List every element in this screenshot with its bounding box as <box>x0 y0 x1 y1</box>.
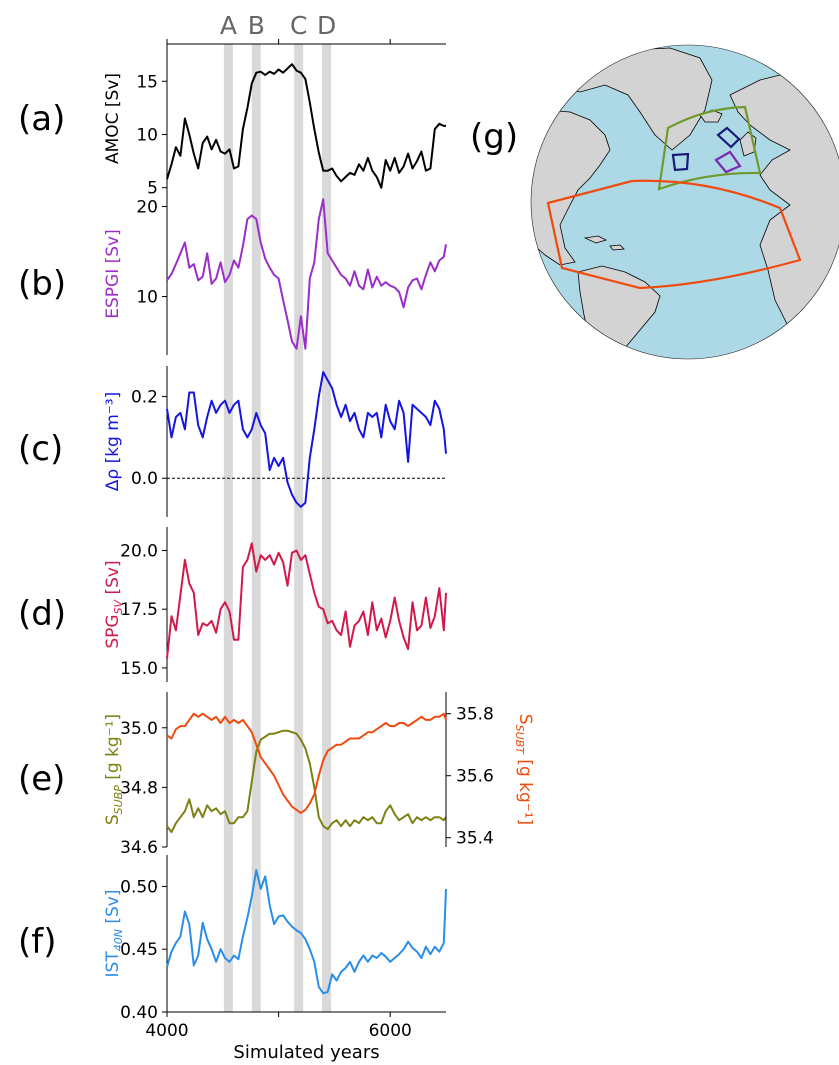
labrador-sea-box <box>671 152 690 172</box>
event-label-c: C <box>290 11 307 40</box>
series-line-e-1 <box>166 712 447 814</box>
panel-label-a: (a) <box>18 99 65 139</box>
panel-e-right-ylabel: SSUBT [g kg⁻¹] <box>513 714 535 825</box>
caribbean-islands <box>583 235 625 251</box>
iceland-basin-box <box>714 150 742 174</box>
globe-map: (g) <box>470 44 839 360</box>
panel-f-ylabel: IST40N [Sv] <box>103 890 125 978</box>
y-tick-label: 0.0 <box>131 469 158 489</box>
north-america-landmass <box>531 109 611 266</box>
y-tick-label: 10 <box>136 288 158 308</box>
y-tick-label: 34.8 <box>120 778 158 798</box>
event-band-d <box>322 44 332 1012</box>
region-boxes <box>546 105 802 290</box>
series-line-c-0 <box>166 371 447 508</box>
y-tick-label: 17.5 <box>120 600 158 620</box>
right-y-tick-label: 35.4 <box>456 829 494 849</box>
y-tick-label: 20 <box>136 198 158 218</box>
x-tick-label: 6000 <box>369 1021 412 1041</box>
right-y-tick-label: 35.8 <box>456 705 494 725</box>
panel-b-ylabel: ESPGI [Sv] <box>103 229 123 319</box>
y-tick-label: 35.0 <box>120 719 158 739</box>
right-y-tick-label: 35.6 <box>456 767 494 787</box>
y-tick-label: 0.2 <box>131 388 158 408</box>
x-tick-label: 4000 <box>145 1021 188 1041</box>
panel-a-ylabel: AMOC [Sv] <box>103 73 123 164</box>
event-label-a: A <box>220 11 237 40</box>
panel-label-f: (f) <box>18 922 57 962</box>
series-line-b-0 <box>166 198 447 350</box>
x-axis-label: Simulated years <box>233 1042 379 1063</box>
panel-label-d: (d) <box>18 594 66 634</box>
y-tick-label: 0.45 <box>120 940 158 960</box>
y-tick-label: 0.40 <box>120 1003 158 1023</box>
panel-label-g: (g) <box>470 117 518 157</box>
y-tick-label: 20.0 <box>120 541 158 561</box>
panel-label-c: (c) <box>18 429 63 469</box>
series-line-d-0 <box>166 542 447 659</box>
event-label-d: D <box>317 11 336 40</box>
event-label-b: B <box>248 11 265 40</box>
event-band-b <box>251 44 261 1012</box>
y-tick-label: 15.0 <box>120 659 158 679</box>
panel-d-ylabel: SPGSV [Sv] <box>103 560 125 648</box>
panel-label-e: (e) <box>18 759 65 799</box>
series-line-f-0 <box>166 869 447 995</box>
globe-outline <box>530 44 839 360</box>
y-tick-label: 10 <box>136 125 158 145</box>
stacked-time-series: A B C D 5 10 15 (a) AMOC [Sv] 10 20 (b) ESPGI [Sv] 0.… <box>18 11 535 1063</box>
event-band-c <box>294 44 304 1012</box>
y-tick-label: 15 <box>136 72 158 92</box>
panel-label-b: (b) <box>18 264 66 304</box>
irminger-sea-box <box>716 126 741 149</box>
y-tick-label: 0.50 <box>120 877 158 897</box>
event-band-a <box>223 44 233 1012</box>
y-tick-label: 5 <box>147 179 158 199</box>
series-line-e-0 <box>166 729 447 834</box>
series-line-a-0 <box>166 63 446 189</box>
panel-c-ylabel: Δρ [kg m⁻³] <box>103 392 123 491</box>
subtropical-region-box <box>546 179 802 290</box>
panel-e-ylabel: SSUBP [g kg⁻¹] <box>103 714 125 825</box>
y-tick-label: 34.6 <box>120 838 158 858</box>
